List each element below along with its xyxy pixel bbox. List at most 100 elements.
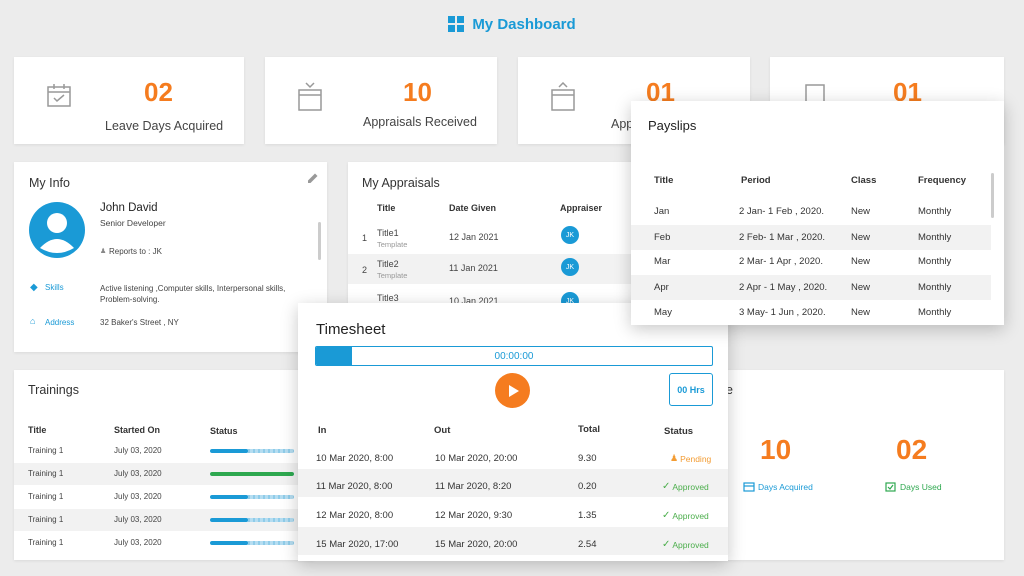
date-given: 12 Jan 2021 bbox=[449, 232, 499, 242]
column-header: Title bbox=[377, 203, 396, 213]
column-header: Period bbox=[741, 175, 771, 186]
time-out: 10 Mar 2020, 20:00 bbox=[435, 453, 518, 464]
training-start-date: July 03, 2020 bbox=[114, 446, 162, 455]
payslip-class: New bbox=[851, 256, 871, 267]
play-icon bbox=[508, 384, 519, 397]
employee-role: Senior Developer bbox=[100, 218, 166, 228]
edit-icon[interactable] bbox=[307, 172, 319, 184]
calendar-out-icon bbox=[551, 82, 575, 111]
status-badge: ✓ Approved bbox=[662, 539, 709, 550]
calendar-in-icon bbox=[298, 82, 322, 111]
appraiser-avatar[interactable]: JK bbox=[561, 226, 579, 244]
row-background bbox=[631, 275, 991, 300]
payslip-class: New bbox=[851, 206, 871, 217]
avatar bbox=[29, 202, 85, 258]
appraiser-avatar[interactable]: JK bbox=[561, 258, 579, 276]
home-icon: ⌂ bbox=[30, 316, 36, 326]
payslip-period: 2 Mar- 1 Apr , 2020. bbox=[739, 256, 823, 267]
days-used-label: Days Used bbox=[900, 482, 942, 492]
time-in: 11 Mar 2020, 8:00 bbox=[316, 481, 393, 492]
column-header: Out bbox=[434, 425, 451, 436]
column-header: Status bbox=[664, 426, 694, 437]
column-header: Class bbox=[851, 175, 877, 186]
row-background bbox=[631, 225, 991, 250]
payslips-panel: Payslips Title Period Class Frequency Ja… bbox=[631, 101, 1004, 325]
scrollbar[interactable] bbox=[318, 222, 321, 260]
stat-card-appraisals[interactable]: 10 Appraisals Received bbox=[265, 57, 497, 144]
payslip-period: 2 Jan- 1 Feb , 2020. bbox=[739, 206, 825, 217]
status-text: Approved bbox=[672, 539, 709, 550]
employee-name: John David bbox=[100, 202, 158, 214]
training-start-date: July 03, 2020 bbox=[114, 492, 162, 501]
row-background bbox=[298, 527, 728, 555]
training-progress-bar bbox=[210, 472, 294, 476]
check-icon: ✓ bbox=[662, 481, 671, 492]
training-progress-bar bbox=[210, 518, 294, 522]
hours-badge[interactable]: 00 Hrs bbox=[669, 373, 713, 406]
appraisals-title: My Appraisals bbox=[362, 176, 440, 190]
training-title: Training 1 bbox=[28, 515, 64, 524]
calendar-arrow-icon bbox=[743, 482, 755, 492]
address-value: 32 Baker's Street , NY bbox=[100, 318, 179, 327]
skills-label: Skills bbox=[45, 283, 64, 292]
column-header: Title bbox=[28, 425, 47, 435]
date-given: 10 Jan 2021 bbox=[449, 296, 499, 306]
scrollbar[interactable] bbox=[991, 173, 994, 218]
stat-value: 10 bbox=[403, 77, 432, 107]
time-in: 10 Mar 2020, 8:00 bbox=[316, 453, 394, 464]
check-icon: ✓ bbox=[662, 539, 671, 550]
column-header: Status bbox=[210, 426, 238, 436]
training-start-date: July 03, 2020 bbox=[114, 538, 162, 547]
row-number: 1 bbox=[362, 233, 368, 243]
time-out: 15 Mar 2020, 20:00 bbox=[435, 539, 518, 550]
column-header: Appraiser bbox=[560, 203, 603, 213]
training-title: Training 1 bbox=[28, 446, 64, 455]
training-progress-fill bbox=[210, 518, 248, 522]
leave-card: e 10 02 Days Acquired Days Used bbox=[690, 370, 1004, 560]
payslip-frequency: Monthly bbox=[918, 282, 952, 293]
play-button[interactable] bbox=[495, 373, 530, 408]
person-icon: ♟ bbox=[100, 248, 107, 255]
time-total: 1.35 bbox=[578, 510, 597, 521]
stat-value: 02 bbox=[144, 77, 173, 107]
status-badge: ♟ Pending bbox=[670, 453, 711, 464]
payslip-frequency: Monthly bbox=[918, 232, 952, 243]
dashboard-header: My Dashboard bbox=[0, 12, 1024, 36]
timer-bar[interactable]: 00:00:00 bbox=[315, 346, 713, 366]
users-icon: ♟ bbox=[670, 453, 679, 463]
check-icon: ✓ bbox=[662, 510, 671, 521]
timer-text: 00:00:00 bbox=[494, 350, 534, 362]
date-given: 11 Jan 2021 bbox=[449, 263, 498, 273]
stat-label: App bbox=[611, 117, 634, 131]
training-progress-bar bbox=[210, 495, 294, 499]
column-header: In bbox=[318, 425, 327, 436]
row-background bbox=[298, 469, 728, 497]
payslip-title: Apr bbox=[654, 282, 669, 293]
training-progress-bar bbox=[210, 541, 294, 545]
days-acquired-value: 10 bbox=[760, 434, 792, 465]
time-total: 2.54 bbox=[578, 539, 597, 550]
dashboard-icon bbox=[448, 16, 465, 32]
stat-card-leave-days[interactable]: 02 Leave Days Acquired bbox=[14, 57, 244, 144]
payslip-frequency: Monthly bbox=[918, 307, 952, 318]
column-header: Title bbox=[654, 175, 674, 186]
days-acquired-label: Days Acquired bbox=[758, 482, 813, 492]
page-title: My Dashboard bbox=[472, 15, 576, 33]
time-in: 12 Mar 2020, 8:00 bbox=[316, 510, 394, 521]
skills-value: Active listening ,Computer skills, Inter… bbox=[100, 284, 286, 304]
address-label: Address bbox=[45, 318, 75, 327]
timesheet-panel: Timesheet 00:00:00 00 Hrs In Out Total S… bbox=[298, 303, 728, 561]
payslip-period: 2 Apr - 1 May , 2020. bbox=[739, 282, 828, 293]
payslip-class: New bbox=[851, 282, 871, 293]
appraisal-title: Title3 bbox=[377, 293, 399, 303]
training-start-date: July 03, 2020 bbox=[114, 515, 162, 524]
my-info-card: My Info John David Senior Developer ♟ Re… bbox=[14, 162, 327, 352]
stat-label: Leave Days Acquired bbox=[105, 119, 224, 133]
column-header: Date Given bbox=[449, 203, 497, 213]
payslip-title: May bbox=[654, 307, 672, 318]
payslip-title: Mar bbox=[654, 256, 671, 267]
calendar-check-icon bbox=[885, 482, 896, 492]
payslip-title: Feb bbox=[654, 232, 671, 243]
payslip-frequency: Monthly bbox=[918, 256, 952, 267]
row-background bbox=[14, 463, 314, 485]
